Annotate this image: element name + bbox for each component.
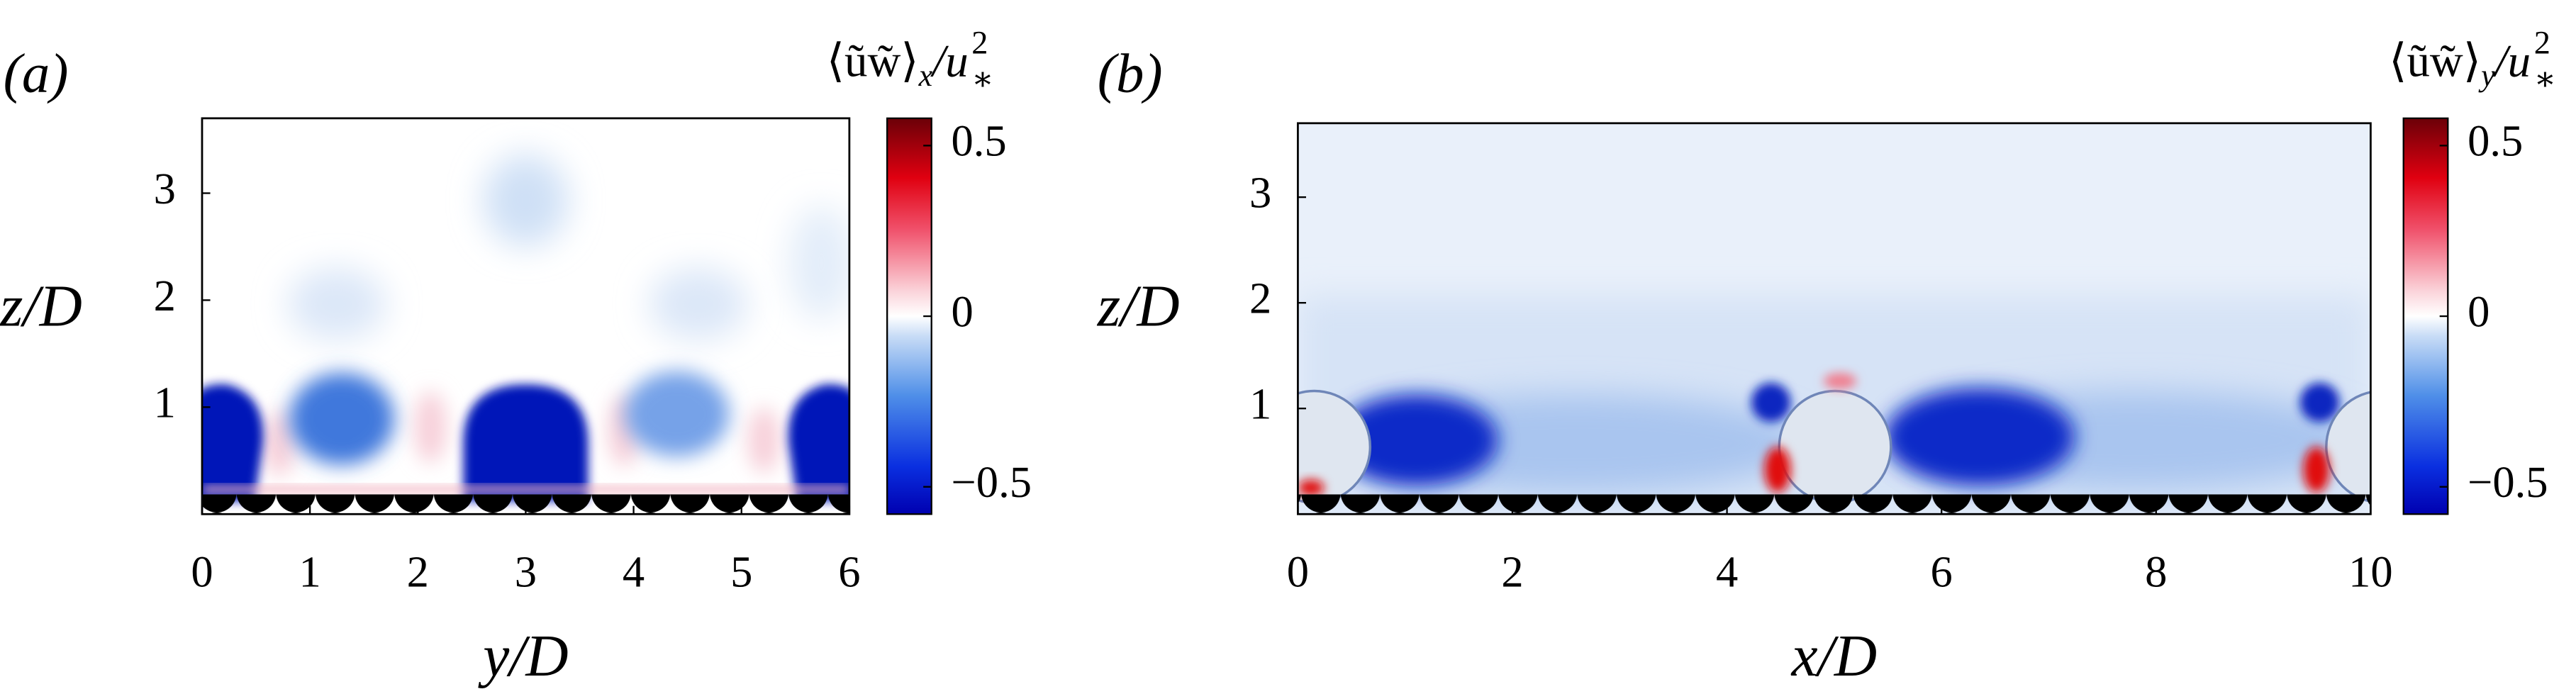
colorbar-label-lowsub: ∗ [971, 62, 994, 98]
x-tick-label: 5 [730, 547, 752, 597]
colorbar-label-sup: 2 [971, 26, 988, 62]
y-tick-label: 3 [1249, 167, 1271, 217]
y-axis-label: z/D [1097, 274, 1180, 339]
x-tick-label: 0 [191, 547, 213, 597]
x-tick-label: 4 [623, 547, 645, 597]
colorbar-label-base: ⟨ũw̃⟩ [827, 36, 919, 87]
x-tick-label: 0 [1287, 547, 1309, 597]
x-axis-label: x/D [1790, 624, 1877, 689]
y-axis-label: z/D [0, 274, 82, 339]
y-tick-label: 1 [1249, 379, 1271, 429]
y-tick-label: 1 [154, 378, 176, 427]
colorbar-label-sub: y [2478, 58, 2495, 93]
panel-label: (b) [1098, 43, 1163, 104]
x-tick-label: 3 [515, 547, 537, 597]
x-tick-label: 2 [1501, 547, 1523, 597]
colorbar-label-lowsub: ∗ [2534, 62, 2557, 98]
x-tick-label: 10 [2348, 547, 2393, 597]
colorbar-tick-label: 0 [952, 286, 974, 336]
panel-label: (a) [4, 43, 69, 104]
colorbar-label: ⟨ũw̃⟩y/u [2389, 36, 2531, 94]
x-tick-label: 4 [1716, 547, 1738, 597]
colorbar-label-sub: x [918, 58, 933, 93]
x-tick-label: 8 [2145, 547, 2167, 597]
colorbar-tick-label: 0 [2468, 286, 2489, 336]
frame-b [1297, 122, 2372, 515]
colorbar-tick-label: 0.5 [2468, 116, 2523, 166]
colorbar-label-base: ⟨ũw̃⟩ [2389, 36, 2481, 87]
colorbar-label: ⟨ũw̃⟩x/u [827, 36, 969, 94]
x-tick-label: 6 [838, 547, 860, 597]
y-tick-label: 3 [154, 164, 176, 213]
x-axis-label: y/D [478, 624, 568, 689]
colorbar-label-mid: /u [930, 36, 968, 87]
colorbar-label-mid: /u [2493, 36, 2531, 87]
y-tick-label: 2 [154, 271, 176, 320]
field-b [1298, 123, 2371, 515]
x-tick-label: 6 [1931, 547, 1953, 597]
colorbar-tick-label: −0.5 [2468, 457, 2548, 507]
y-tick-label: 2 [1249, 274, 1271, 323]
colorbar-tick-label: −0.5 [952, 457, 1032, 507]
x-tick-label: 1 [299, 547, 320, 597]
colorbar-tick-label: 0.5 [952, 116, 1007, 166]
field-a [201, 118, 849, 515]
x-tick-label: 2 [407, 547, 429, 597]
colorbar-label-sup: 2 [2534, 26, 2550, 62]
